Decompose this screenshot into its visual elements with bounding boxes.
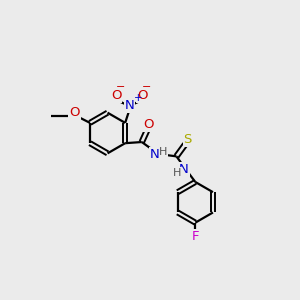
Text: O: O [137, 89, 148, 102]
Text: H: H [159, 147, 168, 157]
Text: S: S [183, 133, 192, 146]
Text: N: N [124, 100, 134, 112]
Text: H: H [173, 168, 181, 178]
Text: −: − [142, 82, 151, 92]
Text: +: + [134, 93, 142, 103]
Text: N: N [179, 163, 189, 176]
Text: O: O [111, 89, 122, 102]
Text: N: N [150, 148, 160, 160]
Text: F: F [192, 230, 199, 242]
Text: O: O [143, 118, 154, 131]
Text: −: − [116, 82, 125, 92]
Text: O: O [69, 106, 80, 119]
